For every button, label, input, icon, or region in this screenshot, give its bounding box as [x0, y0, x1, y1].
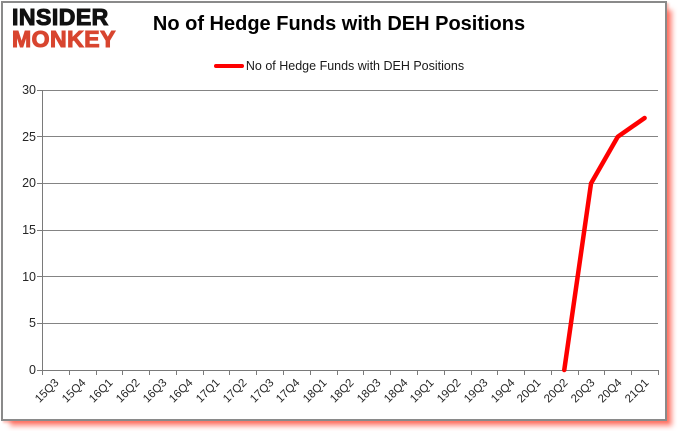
x-axis-tick [42, 370, 43, 375]
y-axis-tick-30 [37, 89, 42, 91]
y-axis-tick-5 [37, 322, 42, 324]
x-axis-tick [122, 370, 124, 375]
x-axis-tick [175, 370, 177, 375]
x-axis-tick [550, 370, 552, 375]
y-axis-tick-15 [37, 229, 42, 231]
gridline-y-15 [42, 229, 658, 231]
x-axis-tick [416, 370, 418, 375]
gridline-y-20 [42, 182, 658, 184]
x-axis-tick [256, 370, 258, 375]
x-axis-tick [68, 370, 70, 375]
x-axis-tick [202, 370, 204, 375]
y-axis-line [42, 90, 43, 370]
x-axis-tick [309, 370, 311, 375]
x-axis-tick [497, 370, 499, 375]
legend: No of Hedge Funds with DEH Positions [0, 59, 678, 73]
x-axis-tick [283, 370, 285, 375]
x-axis-tick [363, 370, 365, 375]
gridline-y-25 [42, 136, 658, 138]
x-axis-tick [658, 370, 659, 375]
y-axis-label-30: 30 [22, 83, 36, 97]
legend-label: No of Hedge Funds with DEH Positions [245, 59, 465, 73]
x-axis-tick [336, 370, 338, 375]
gridline-y-30 [42, 89, 658, 91]
x-axis-tick [95, 370, 97, 375]
gridline-y-10 [42, 276, 658, 278]
y-axis-tick-0 [37, 369, 42, 371]
x-axis-tick [524, 370, 526, 375]
y-axis-label-10: 10 [22, 269, 36, 284]
y-axis-label-20: 20 [22, 176, 36, 191]
chart-title: No of Hedge Funds with DEH Positions [152, 13, 526, 35]
x-axis-tick [604, 370, 606, 375]
x-axis-tick [149, 370, 151, 375]
series-line-hedge-funds [562, 115, 647, 373]
x-axis-line [42, 370, 659, 371]
y-axis-label-15: 15 [22, 223, 36, 237]
y-axis-tick-10 [37, 276, 42, 278]
chart-frame [1, 1, 667, 421]
y-axis-tick-25 [37, 136, 42, 138]
x-axis-tick [390, 370, 392, 375]
x-axis-tick [229, 370, 231, 375]
x-axis-tick [631, 370, 633, 375]
y-axis-label-25: 25 [22, 129, 36, 144]
y-axis-label-5: 5 [29, 316, 36, 331]
logo-line-insider: INSIDER [11, 4, 109, 30]
y-axis-tick-20 [37, 182, 42, 184]
logo-line-monkey: MONKEY [11, 25, 116, 52]
y-axis-label-0: 0 [29, 363, 36, 377]
legend-line-swatch [213, 64, 244, 68]
gridline-y-5 [42, 322, 658, 324]
insider-monkey-logo: INSIDER MONKEY [11, 4, 116, 52]
x-axis-tick [577, 370, 579, 375]
x-axis-tick [443, 370, 445, 375]
x-axis-tick [470, 370, 472, 375]
